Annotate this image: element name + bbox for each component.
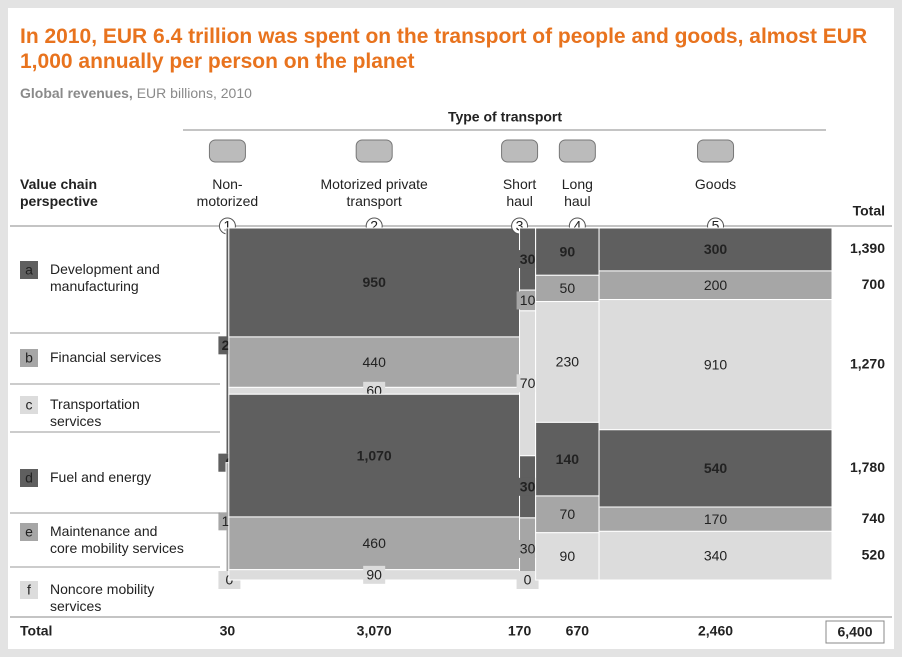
column-number: 1 xyxy=(224,218,232,234)
row-key xyxy=(20,349,38,367)
row-letter: e xyxy=(25,524,33,540)
row-key xyxy=(20,396,38,414)
transport-icon xyxy=(208,139,246,163)
segment-label: 10 xyxy=(520,292,536,308)
segment-label: 460 xyxy=(363,535,387,551)
grand-total-box xyxy=(825,620,885,644)
column-header: Long haul xyxy=(561,176,593,209)
column-total: 2,460 xyxy=(698,623,733,639)
column-total-label: Total xyxy=(853,203,885,219)
segment xyxy=(228,516,521,571)
column-total: 170 xyxy=(508,623,532,639)
row-label: Fuel and energy xyxy=(50,469,152,485)
column-header: Goods xyxy=(694,176,737,192)
segment-label: 90 xyxy=(366,567,382,583)
segment xyxy=(228,336,521,388)
segment xyxy=(535,495,600,534)
column-header: Non- motorized xyxy=(196,176,259,209)
row-group-label: Value chain perspective xyxy=(20,176,98,209)
row-label: Noncore mobility services xyxy=(50,581,155,614)
segment xyxy=(228,227,521,338)
segment-label: 910 xyxy=(704,356,728,372)
row-total: 520 xyxy=(862,546,886,562)
row-letter: d xyxy=(25,470,33,486)
row-letter: b xyxy=(25,350,33,366)
segment xyxy=(598,429,833,508)
segment-label: 340 xyxy=(704,547,728,563)
segment-label: 30 xyxy=(520,479,536,495)
row-total: 1,270 xyxy=(850,355,885,371)
segment-label: 30 xyxy=(520,251,536,267)
segment xyxy=(598,506,833,532)
row-label: Financial services xyxy=(50,349,162,365)
row-key xyxy=(20,469,38,487)
row-letter: a xyxy=(25,262,33,278)
transport-icon xyxy=(697,139,735,163)
column-number: 2 xyxy=(370,218,378,234)
row-label: Development and manufacturing xyxy=(50,261,160,294)
segment-label: 30 xyxy=(520,541,536,557)
label-box xyxy=(363,565,386,584)
column-total: 30 xyxy=(220,623,236,639)
subtitle-bold: Global revenues, xyxy=(20,85,133,101)
row-total: 1,390 xyxy=(850,240,885,256)
column-header: Short haul xyxy=(502,176,537,209)
row-key xyxy=(20,523,38,541)
segment-label: 70 xyxy=(520,375,536,391)
label-box xyxy=(516,571,539,589)
row-total: 740 xyxy=(862,510,886,526)
label-box xyxy=(516,477,539,496)
subtitle: Global revenues, EUR billions, 2010 xyxy=(20,85,252,101)
row-total: 700 xyxy=(862,276,886,292)
column-total: 670 xyxy=(566,623,590,639)
transport-icon xyxy=(355,139,393,163)
segment-label: 950 xyxy=(363,274,387,290)
segment xyxy=(598,299,833,431)
chart-title: In 2010, EUR 6.4 trillion was spent on t… xyxy=(20,25,868,73)
segment xyxy=(535,301,600,423)
segment-label: 0 xyxy=(524,572,532,588)
row-total: 1,780 xyxy=(850,459,885,475)
column-header: Motorized private transport xyxy=(320,176,428,209)
segment xyxy=(228,393,521,518)
label-box xyxy=(516,374,539,393)
row-key xyxy=(20,261,38,279)
column-number: 4 xyxy=(573,218,581,234)
label-box xyxy=(516,291,539,310)
subtitle-text: EUR billions, 2010 xyxy=(136,85,252,101)
column-total: 3,070 xyxy=(357,623,392,639)
segment-label: 140 xyxy=(556,451,580,467)
transport-icon xyxy=(558,139,596,163)
segment-label: 230 xyxy=(556,354,580,370)
column-group-label: Type of transport xyxy=(448,109,562,125)
row-label: Transportation services xyxy=(50,396,140,429)
segment xyxy=(598,227,833,272)
transport-icon xyxy=(501,139,539,163)
row-letter: f xyxy=(27,582,31,598)
segment-label: 200 xyxy=(704,277,728,293)
label-box xyxy=(516,250,539,269)
segment-label: 1,070 xyxy=(357,447,392,463)
segment-label: 50 xyxy=(560,280,576,296)
segment-label: 170 xyxy=(704,511,728,527)
segment-label: 90 xyxy=(560,548,576,564)
row-label: Maintenance and core mobility services xyxy=(50,523,184,556)
row-letter: c xyxy=(26,397,33,413)
segment xyxy=(535,532,600,581)
row-total-label: Total xyxy=(20,623,52,639)
segment-label: 440 xyxy=(363,354,387,370)
grand-total: 6,400 xyxy=(837,624,872,640)
row-key xyxy=(20,581,38,599)
segment-label: 540 xyxy=(704,460,728,476)
segment-label: 70 xyxy=(560,506,576,522)
label-box xyxy=(516,539,539,558)
column-number: 3 xyxy=(516,218,524,234)
segment xyxy=(598,530,833,581)
segment-label: 90 xyxy=(560,243,576,259)
segment-label: 300 xyxy=(704,241,728,257)
column-number: 5 xyxy=(712,218,720,234)
